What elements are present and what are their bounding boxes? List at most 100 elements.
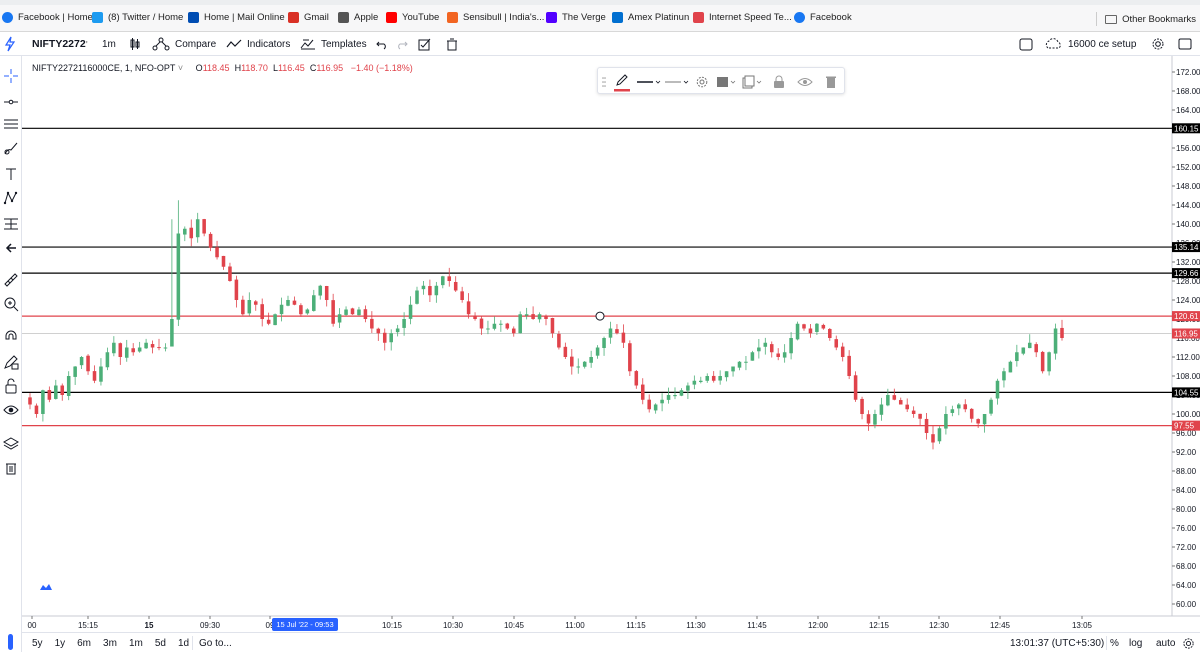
percent-toggle[interactable]: % bbox=[1110, 633, 1119, 652]
prediction-tool[interactable] bbox=[0, 214, 22, 234]
range-button-5y[interactable]: 5y bbox=[32, 637, 43, 649]
candle-body bbox=[79, 357, 84, 366]
bookmark-item[interactable]: (8) Twitter / Home bbox=[92, 12, 183, 23]
fib-tool[interactable] bbox=[0, 114, 22, 134]
time-highlight-label: 15 Jul '22 - 09:53 bbox=[276, 620, 333, 629]
zoom-tool[interactable] bbox=[0, 294, 22, 314]
bookmark-item[interactable]: Gmail bbox=[288, 12, 329, 23]
lock-drawings-tool[interactable] bbox=[0, 376, 22, 396]
candle-body bbox=[602, 338, 606, 349]
candle-body bbox=[150, 344, 155, 348]
lock-drawing-button[interactable] bbox=[768, 68, 790, 95]
brush-tool[interactable] bbox=[0, 138, 22, 158]
hide-drawing-button[interactable] bbox=[794, 68, 816, 95]
redo-button[interactable] bbox=[396, 32, 413, 56]
settings-button[interactable] bbox=[1151, 32, 1170, 56]
bookmark-item[interactable]: Apple bbox=[338, 12, 378, 23]
time-tick-label: 00 bbox=[28, 621, 37, 630]
bookmark-item[interactable]: Internet Speed Te... bbox=[693, 12, 792, 23]
time-tick-label: 12:30 bbox=[929, 621, 950, 630]
clone-button[interactable] bbox=[740, 68, 764, 95]
range-button-1y[interactable]: 1y bbox=[54, 637, 66, 649]
candle-body bbox=[382, 332, 387, 343]
candle-body bbox=[744, 361, 748, 363]
range-button-1d[interactable]: 1d bbox=[177, 637, 190, 649]
chart-pane[interactable]: 172.00168.00164.00160.00156.00152.00148.… bbox=[22, 56, 1200, 652]
back-button[interactable] bbox=[0, 238, 22, 258]
bookmark-item[interactable]: Home | Mail Online bbox=[188, 12, 285, 23]
price-tag-label: 135.14 bbox=[1174, 243, 1199, 252]
range-button-3m[interactable]: 3m bbox=[103, 637, 117, 649]
candle-body bbox=[537, 314, 542, 320]
range-button-1m[interactable]: 1m bbox=[128, 637, 143, 649]
goto-button[interactable]: Go to... bbox=[199, 633, 232, 652]
hide-drawings-tool[interactable] bbox=[0, 400, 22, 420]
measure-tool[interactable] bbox=[0, 270, 22, 290]
line-style-button[interactable] bbox=[664, 68, 690, 95]
auto-toggle[interactable]: auto bbox=[1156, 633, 1175, 652]
chart-type-button[interactable] bbox=[129, 32, 146, 56]
candle-body bbox=[982, 414, 987, 425]
delete-drawings-button[interactable] bbox=[446, 32, 463, 56]
bookmark-item[interactable]: Sensibull | India's... bbox=[447, 12, 544, 23]
collapse-toolbar-handle[interactable] bbox=[0, 630, 22, 652]
drawing-settings-button[interactable] bbox=[692, 68, 712, 95]
text-tool[interactable] bbox=[0, 164, 22, 184]
trend-line-tool[interactable] bbox=[0, 92, 22, 112]
interval-button[interactable]: 1m bbox=[102, 32, 116, 56]
clock-readout[interactable]: 13:01:37 (UTC+5:30) bbox=[1010, 633, 1104, 652]
bookmark-item[interactable]: Facebook | Home bbox=[2, 12, 93, 23]
compare-button[interactable]: Compare bbox=[152, 32, 216, 56]
candle-body bbox=[144, 342, 148, 349]
snapshot-button[interactable] bbox=[1178, 32, 1197, 56]
legend-close-label: C bbox=[309, 63, 317, 73]
screenshot-button[interactable] bbox=[418, 32, 436, 56]
candle-body bbox=[1015, 352, 1019, 362]
candle-body bbox=[550, 317, 555, 334]
stay-drawing-tool[interactable] bbox=[0, 352, 22, 372]
drag-handle[interactable] bbox=[600, 68, 608, 95]
price-tick-label: 64.00 bbox=[1176, 581, 1197, 590]
legend-close: 116.95 bbox=[316, 63, 344, 73]
time-tick-label: 09:30 bbox=[200, 621, 221, 630]
crosshair-tool[interactable] bbox=[0, 66, 22, 86]
candle-body bbox=[924, 418, 929, 433]
line-anchor-handle[interactable] bbox=[595, 311, 605, 321]
bookmark-item[interactable]: YouTube bbox=[386, 12, 439, 23]
candle-body bbox=[1002, 371, 1006, 381]
layout-menu[interactable]: 16000 ce setup bbox=[1043, 32, 1136, 56]
remove-drawing-button[interactable] bbox=[820, 68, 842, 95]
candle-body bbox=[41, 390, 45, 414]
remove-objects-tool[interactable] bbox=[0, 458, 22, 478]
other-bookmarks[interactable]: Other Bookmarks bbox=[1096, 12, 1196, 26]
indicators-button[interactable]: Indicators bbox=[226, 32, 290, 56]
candle-body bbox=[428, 286, 432, 296]
price-chart[interactable]: 172.00168.00164.00160.00156.00152.00148.… bbox=[22, 56, 1200, 652]
range-button-5d[interactable]: 5d bbox=[154, 637, 166, 649]
undo-button[interactable] bbox=[376, 32, 393, 56]
legend-high: 118.70 bbox=[241, 63, 268, 73]
menu-button[interactable] bbox=[4, 32, 21, 56]
candle-body bbox=[937, 428, 942, 442]
pattern-tool[interactable] bbox=[0, 188, 22, 208]
candle-body bbox=[357, 309, 361, 316]
candles-icon bbox=[130, 38, 140, 50]
visibility-button[interactable] bbox=[714, 68, 738, 95]
symbol-search-button[interactable]: NIFTY2272 ' bbox=[32, 38, 88, 50]
line-width-button[interactable] bbox=[636, 68, 662, 95]
bookmark-item[interactable]: Amex Platinun bbox=[612, 12, 689, 23]
bookmark-item[interactable]: Facebook bbox=[794, 12, 852, 23]
legend-change: −1.40 (−1.18%) bbox=[350, 63, 413, 73]
line-color-button[interactable] bbox=[610, 68, 634, 95]
chart-properties-button[interactable] bbox=[1182, 633, 1195, 652]
magnet-tool[interactable] bbox=[0, 328, 22, 348]
bookmark-item[interactable]: The Verge bbox=[546, 12, 606, 23]
templates-button[interactable]: Templates bbox=[300, 32, 367, 56]
price-tag bbox=[1172, 123, 1200, 134]
candle-body bbox=[34, 405, 39, 414]
object-tree-tool[interactable] bbox=[0, 434, 22, 454]
fullscreen-toggle[interactable] bbox=[1019, 32, 1038, 56]
range-button-6m[interactable]: 6m bbox=[77, 637, 92, 649]
legend-low: 116.45 bbox=[277, 63, 305, 73]
log-toggle[interactable]: log bbox=[1129, 633, 1142, 652]
